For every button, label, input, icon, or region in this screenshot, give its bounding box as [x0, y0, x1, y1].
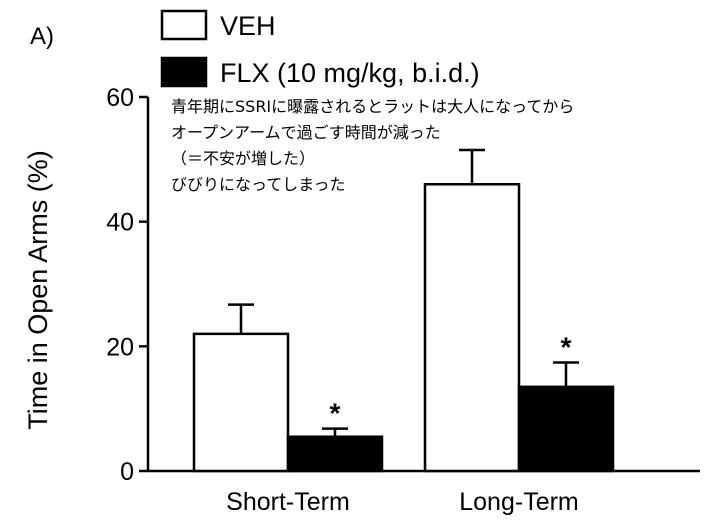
annotation-line: 青年期にSSRIに曝露されるとラットは大人になってから [171, 97, 575, 116]
annotation-text: 青年期にSSRIに曝露されるとラットは大人になってから オープンアームで過ごす時… [171, 94, 574, 198]
bar-flx [517, 385, 615, 473]
legend-label: VEH [220, 11, 276, 41]
y-tick-label: 20 [106, 333, 134, 361]
bar-flx [286, 435, 384, 473]
significance-star: * [330, 398, 341, 429]
x-category-label: Long-Term [459, 488, 579, 516]
bar-veh [192, 332, 290, 473]
x-category-label: Short-Term [226, 488, 350, 516]
significance-star: * [561, 332, 572, 363]
y-tick-label: 40 [106, 209, 134, 237]
legend-swatch [160, 9, 208, 41]
y-tick-label: 0 [120, 458, 134, 486]
annotation-line: びびりになってしまった [171, 175, 346, 194]
annotation-line: オープンアームで過ごす時間が減った [171, 123, 441, 142]
legend-swatch [160, 56, 208, 88]
panel-label: A) [30, 23, 54, 50]
legend-label: FLX (10 mg/kg, b.i.d.) [220, 58, 480, 88]
annotation-line: （＝不安が増した） [171, 149, 316, 168]
legend: VEH FLX (10 mg/kg, b.i.d.) [160, 9, 480, 88]
y-tick-label: 60 [106, 84, 134, 112]
bar-veh [423, 183, 521, 473]
y-axis-title: Time in Open Arms (%) [23, 150, 53, 430]
bars: ** [192, 148, 615, 473]
